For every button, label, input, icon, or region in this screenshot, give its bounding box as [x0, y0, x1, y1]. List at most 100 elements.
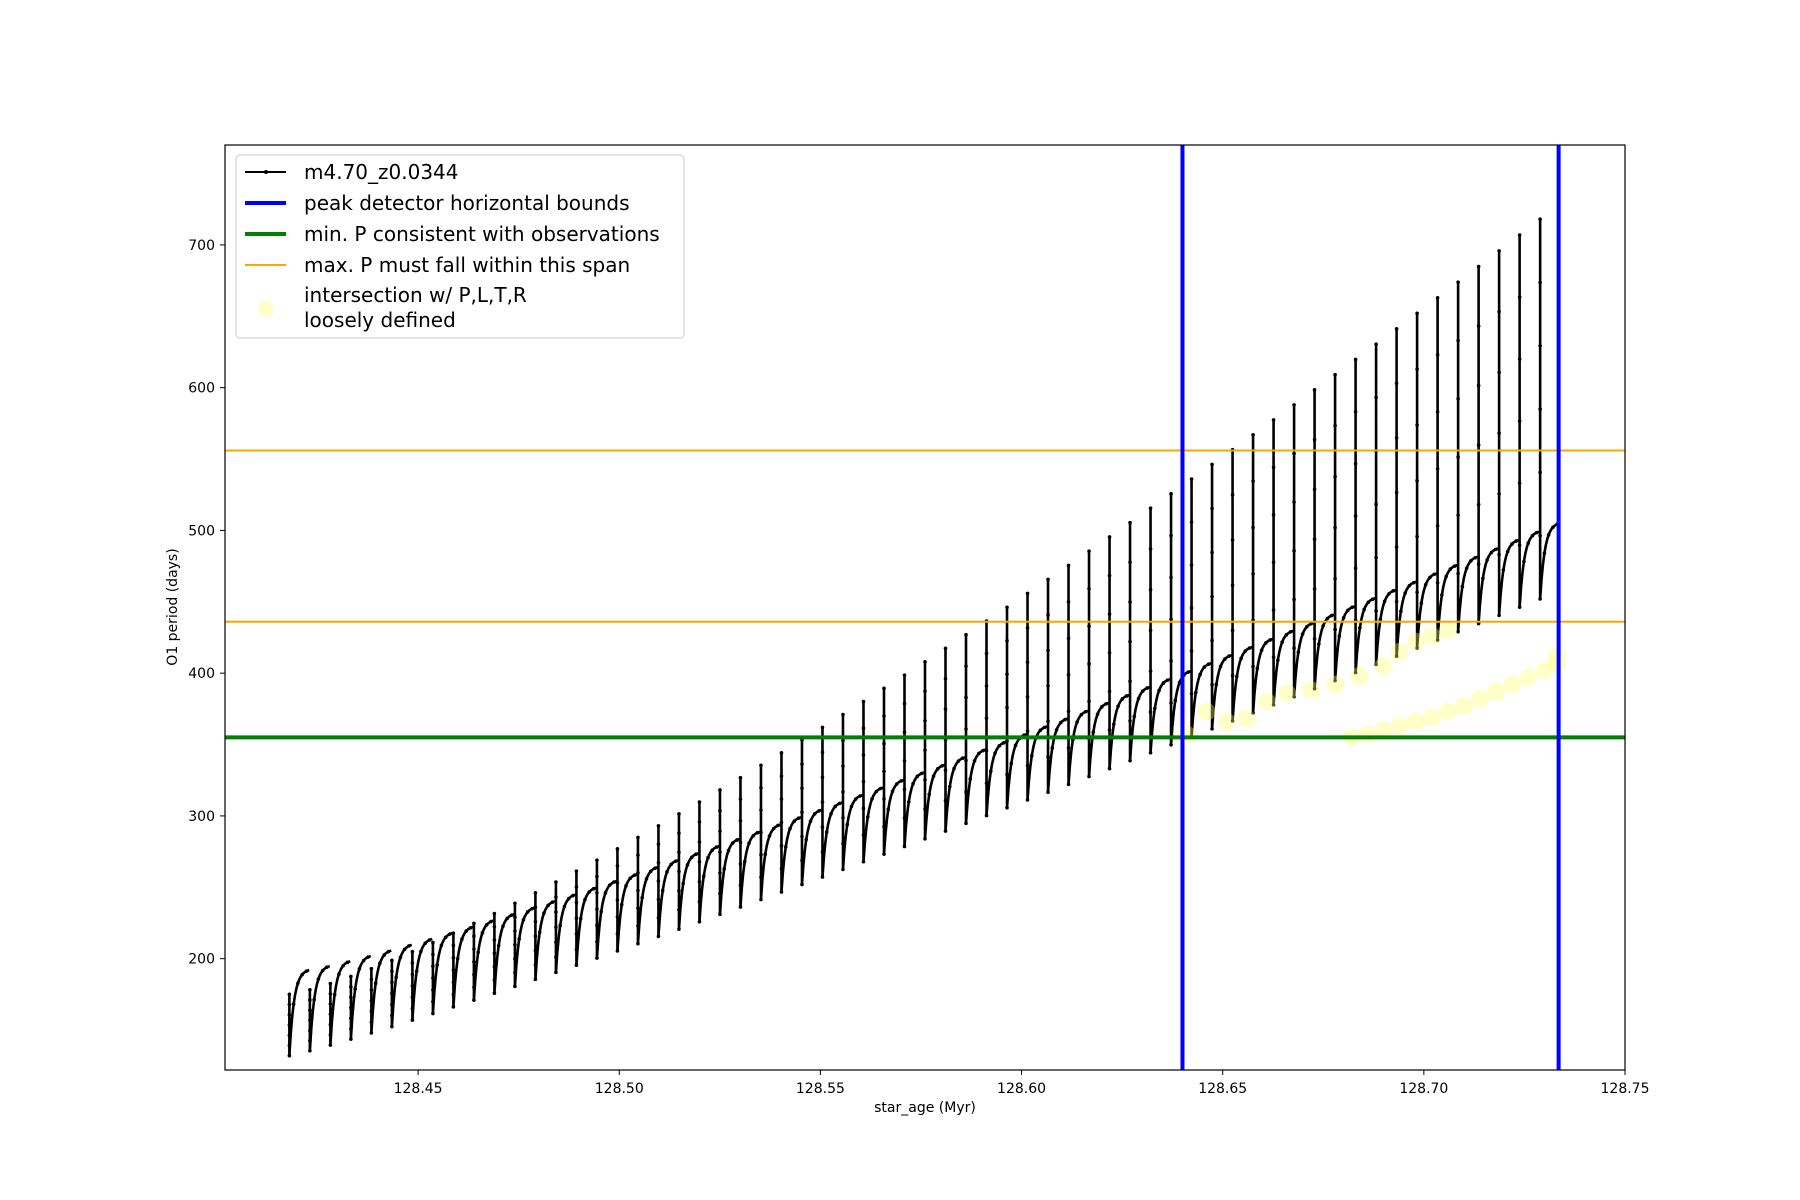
series-point [287, 1023, 292, 1027]
series-point [943, 798, 948, 803]
series-point [328, 1022, 333, 1027]
series-point [1407, 583, 1412, 588]
series-point [345, 960, 350, 965]
series-point [1312, 587, 1317, 591]
series-point [492, 938, 497, 942]
x-tick-label: 128.60 [997, 1081, 1046, 1097]
series-point [1497, 613, 1501, 618]
series-point [915, 774, 920, 779]
series-point [964, 695, 968, 700]
series-point [320, 968, 325, 973]
series-point [742, 859, 747, 864]
series-point [1029, 753, 1034, 758]
series-point [1435, 410, 1440, 414]
series-point [1038, 728, 1043, 733]
series-point [1210, 594, 1214, 599]
series-point [1497, 552, 1501, 557]
series-point [820, 775, 825, 780]
series-point [1128, 600, 1132, 604]
series-point [431, 988, 435, 992]
series-point [1083, 709, 1088, 714]
series-point [1132, 714, 1137, 719]
series-point [1066, 709, 1071, 714]
series-point [1481, 576, 1485, 581]
series-point [595, 939, 599, 944]
series-point [1329, 613, 1334, 618]
series-point [1169, 575, 1173, 580]
series-point [472, 934, 476, 939]
series-point [1189, 606, 1194, 610]
series-point [1435, 638, 1440, 642]
series-point [763, 852, 768, 857]
series-point [390, 1013, 394, 1018]
series-point [1046, 613, 1050, 617]
series-point [1063, 717, 1067, 722]
series-point [390, 991, 394, 996]
series-point [1415, 311, 1419, 316]
series-point [656, 842, 661, 847]
series-point [800, 786, 804, 791]
series-point [1517, 419, 1522, 423]
series-point [574, 900, 579, 905]
intersection-point [1350, 667, 1369, 686]
legend-entry-series: m4.70_z0.0344 [245, 160, 459, 184]
series-point [1005, 805, 1009, 810]
series-point [369, 1020, 374, 1025]
series-point [533, 919, 538, 924]
series-point [964, 758, 968, 763]
series-point [1312, 388, 1317, 392]
series-point [1005, 638, 1009, 643]
series-point [1353, 670, 1358, 675]
series-point [779, 843, 784, 848]
series-point [587, 890, 592, 894]
series-point [1333, 423, 1337, 428]
series-point [1448, 567, 1453, 571]
series-point [1538, 217, 1542, 222]
series-point [451, 968, 456, 972]
series-point [1239, 656, 1243, 661]
series-point [759, 830, 763, 835]
series-point [533, 905, 538, 910]
series-point [1517, 233, 1522, 237]
series-point [1087, 624, 1091, 629]
intersection-point [1358, 725, 1377, 744]
series-point [1538, 407, 1542, 411]
series-point [1095, 712, 1100, 716]
series-point [697, 900, 702, 904]
series-point [451, 980, 456, 985]
series-point [919, 771, 924, 776]
intersection-point [1487, 682, 1506, 701]
series-point [1476, 324, 1481, 328]
series-point [427, 938, 432, 942]
series-point [656, 897, 661, 902]
series-point [931, 774, 936, 779]
series-point [968, 777, 973, 781]
series-point [1517, 295, 1522, 299]
series-point [369, 966, 374, 971]
series-point [489, 919, 493, 924]
series-point [316, 977, 321, 981]
series-point [287, 992, 292, 997]
series-point [308, 1008, 312, 1012]
intersection-point [1278, 684, 1297, 703]
series-point [1210, 506, 1214, 511]
series-point [1230, 493, 1235, 497]
series-point [599, 909, 603, 914]
intersection-point [1438, 702, 1457, 721]
series-point [1066, 636, 1071, 641]
series-point [460, 937, 464, 941]
series-point [714, 845, 719, 849]
series-point [328, 1012, 333, 1017]
series-point [1025, 798, 1030, 802]
series-point [1394, 599, 1399, 604]
series-point [1505, 549, 1510, 554]
series-point [472, 921, 476, 926]
series-point [1148, 710, 1153, 714]
series-point [653, 866, 657, 871]
series-point [554, 895, 558, 899]
series-point [595, 956, 599, 960]
series-point [636, 906, 640, 911]
series-point [451, 955, 456, 960]
series-point [882, 686, 886, 691]
series-point [1456, 280, 1460, 285]
